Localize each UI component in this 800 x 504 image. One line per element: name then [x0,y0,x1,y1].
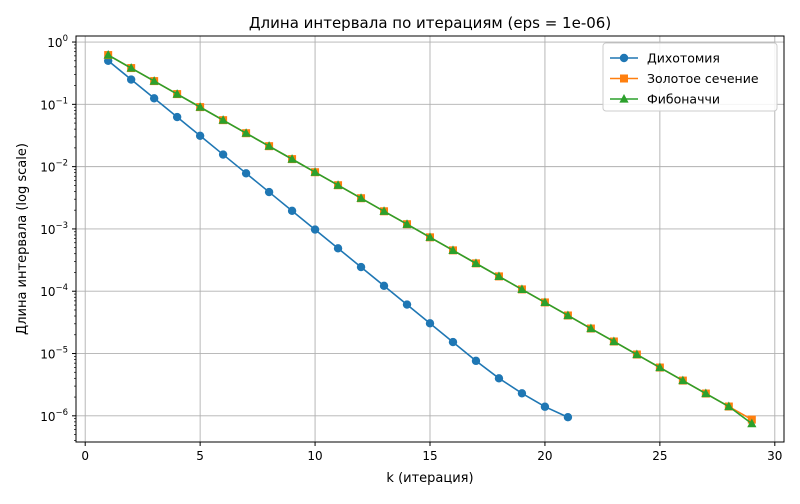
data-point-dichotomy [264,187,274,197]
y-tick-label: 10−3 [40,221,68,237]
data-point-dichotomy [517,389,527,398]
data-point-dichotomy [425,319,435,328]
data-point-fibonacci [563,310,573,320]
data-point-fibonacci [126,63,136,72]
data-point-dichotomy [149,94,159,103]
data-point-fibonacci [310,167,320,176]
legend-box [602,42,778,112]
legend-marker-fibonacci [619,94,629,103]
data-point-dichotomy [195,131,205,141]
data-point-fibonacci [747,418,757,428]
y-tick-label-base: 10 [40,348,55,362]
plot-data [103,50,757,428]
y-tick-label-exponent: −3 [55,221,68,231]
data-point-fibonacci [632,349,642,359]
data-point-fibonacci [540,297,550,307]
data-point-fibonacci [103,50,113,59]
y-tick-label-exponent: −6 [55,408,68,418]
data-point-fibonacci [287,154,297,163]
y-tick-label-base: 10 [40,410,55,424]
data-point-fibonacci [356,193,366,202]
data-point-dichotomy [379,281,389,291]
data-point-fibonacci [448,245,458,254]
data-point-fibonacci [264,141,274,150]
x-tick-label: 25 [652,449,667,463]
data-point-dichotomy [333,244,343,253]
data-point-dichotomy [540,402,550,411]
data-point-dichotomy [356,262,366,272]
data-point-fibonacci [724,401,734,411]
data-point-fibonacci [655,362,665,372]
x-tick-label: 30 [767,449,782,463]
data-point-dichotomy [563,413,573,422]
y-tick-label: 100 [47,34,68,50]
legend-label-fibonacci: Фибоначчи [647,92,720,107]
legend: Дихотомия Золотое сечение Фибоначчи [602,42,778,112]
y-tick-label-exponent: −5 [55,346,68,356]
x-tick-label: 10 [307,449,322,463]
chart-title: Длина интервала по итерациям (eps = 1e-0… [249,14,611,32]
data-point-dichotomy [241,169,251,178]
y-tick-label-base: 10 [40,161,55,175]
data-point-fibonacci [195,102,205,111]
data-point-fibonacci [379,206,389,215]
data-point-fibonacci [241,128,251,137]
x-tick-label: 20 [537,449,552,463]
data-point-fibonacci [494,271,504,280]
data-point-dichotomy [471,356,481,366]
x-tick-label: 15 [422,449,437,463]
x-axis-label: k (итерация) [386,471,473,486]
data-point-fibonacci [172,89,182,98]
data-point-fibonacci [149,76,159,85]
y-axis-label: Длина интервала (log scale) [15,143,30,335]
data-point-dichotomy [126,75,136,84]
series-dichotomy [103,56,573,422]
data-point-dichotomy [402,300,412,309]
y-tick-label: 10−1 [40,96,68,112]
x-tick-label: 0 [81,449,89,463]
data-point-fibonacci [333,180,343,189]
y-tick-label-exponent: −1 [55,96,68,106]
y-tick-label: 10−2 [40,159,68,175]
y-tick-label-base: 10 [40,285,55,299]
y-tick-label: 10−6 [40,408,68,424]
data-point-fibonacci [218,115,228,124]
y-tick-label-base: 10 [40,223,55,237]
data-point-dichotomy [172,112,182,122]
data-point-fibonacci [471,258,481,267]
data-point-dichotomy [494,374,504,383]
legend-marker-golden-section [620,74,628,83]
data-point-dichotomy [448,337,458,347]
y-tick-label-exponent: −2 [55,159,68,169]
x-tick-label: 5 [196,449,204,463]
data-point-dichotomy [218,150,228,159]
legend-label-golden-section: Золотое сечение [647,71,759,86]
legend-marker-dichotomy [619,53,629,63]
data-point-fibonacci [678,375,688,385]
y-tick-label-exponent: −4 [55,283,68,293]
data-point-fibonacci [701,388,711,398]
data-point-fibonacci [517,284,527,293]
y-tick-label: 10−4 [40,283,68,299]
series-fibonacci [103,50,757,428]
data-point-fibonacci [402,219,412,228]
data-point-dichotomy [310,225,320,234]
y-tick-label: 10−5 [40,346,68,362]
legend-label-dichotomy: Дихотомия [647,51,720,66]
data-point-dichotomy [287,206,297,216]
data-point-fibonacci [609,336,619,346]
y-tick-label-base: 10 [47,36,62,50]
data-point-fibonacci [586,323,596,333]
data-point-fibonacci [425,232,435,241]
y-tick-label-base: 10 [40,98,55,112]
y-tick-label-exponent: 0 [63,34,68,44]
grid [76,36,784,442]
